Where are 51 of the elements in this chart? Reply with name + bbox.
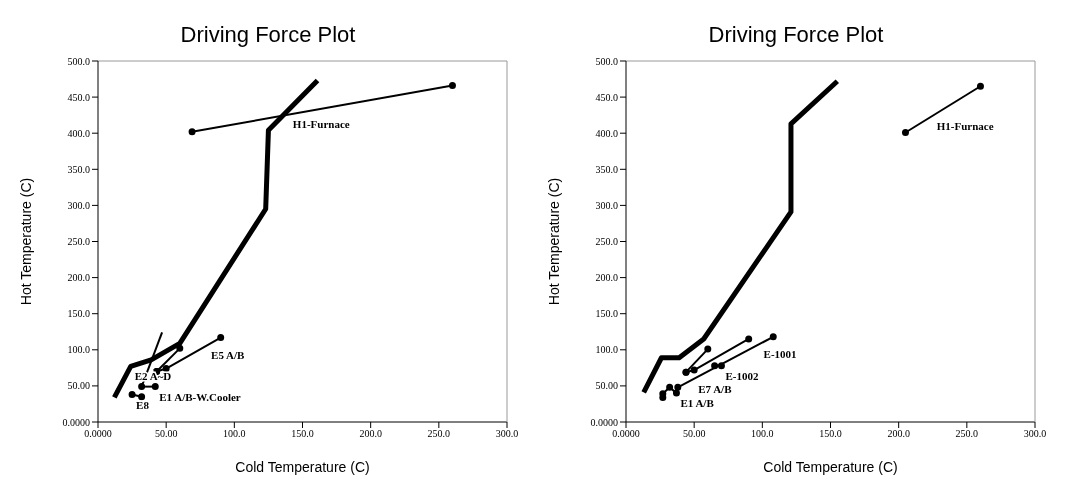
y-axis-title: Hot Temperature (C) [545,177,562,306]
x-tick-label: 150.0 [819,428,842,440]
annotation: H1-Furnace [292,118,350,131]
y-tick-label: 50.00 [67,380,90,392]
y-tick-label: 150.0 [67,308,90,320]
y-tick-label: 100.0 [67,344,90,356]
x-tick-label: 100.0 [223,428,246,440]
x-tick-label: 50.00 [154,428,178,440]
x-tick-label: 250.0 [955,428,979,440]
y-tick-label: 0.0000 [590,416,618,428]
y-axis-title: Hot Temperature (C) [17,177,34,306]
y-tick-label: 50.00 [595,380,618,392]
y-tick-label: 450.0 [595,91,618,103]
chart-title: Driving Force Plot [179,22,357,48]
x-tick-label: 200.0 [887,428,910,440]
y-tick-label: 250.0 [67,236,90,248]
y-tick-label: 200.0 [67,272,90,284]
annotation: E5 A/B [211,349,246,362]
x-tick-label: 300.0 [495,428,519,440]
annotation: E-1001 [763,348,797,361]
y-tick-label: 450.0 [67,91,90,103]
y-tick-label: 400.0 [67,127,90,139]
x-tick-label: 150.0 [291,428,314,440]
x-tick-label: 250.0 [427,428,451,440]
annotation: E1 A/B [680,397,715,410]
x-tick-label: 300.0 [1023,428,1047,440]
y-tick-label: 100.0 [595,344,618,356]
x-tick-label: 0.0000 [84,428,112,440]
y-tick-label: 400.0 [595,127,618,139]
chart-title: Driving Force Plot [707,22,885,48]
annotation: E7 A/B [698,382,733,395]
x-axis-title: Cold Temperature (C) [235,459,370,475]
y-tick-label: 350.0 [67,163,90,175]
x-tick-label: 100.0 [751,428,774,440]
annotation: E1 A/B-W.Cooler [159,390,241,403]
y-tick-label: 500.0 [67,55,90,67]
x-tick-label: 200.0 [359,428,382,440]
annotation: H1-Furnace [936,119,994,132]
x-tick-label: 0.0000 [612,428,640,440]
x-tick-label: 50.00 [682,428,706,440]
annotation: E-1002 [725,369,759,382]
y-tick-label: 350.0 [595,163,618,175]
y-tick-label: 300.0 [67,199,90,211]
y-tick-label: 200.0 [595,272,618,284]
y-tick-label: 0.0000 [62,416,90,428]
x-axis-title: Cold Temperature (C) [763,459,898,475]
y-tick-label: 150.0 [595,308,618,320]
y-tick-label: 500.0 [595,55,618,67]
y-tick-label: 300.0 [595,199,618,211]
y-tick-label: 250.0 [595,236,618,248]
annotation: E8 [136,398,150,411]
